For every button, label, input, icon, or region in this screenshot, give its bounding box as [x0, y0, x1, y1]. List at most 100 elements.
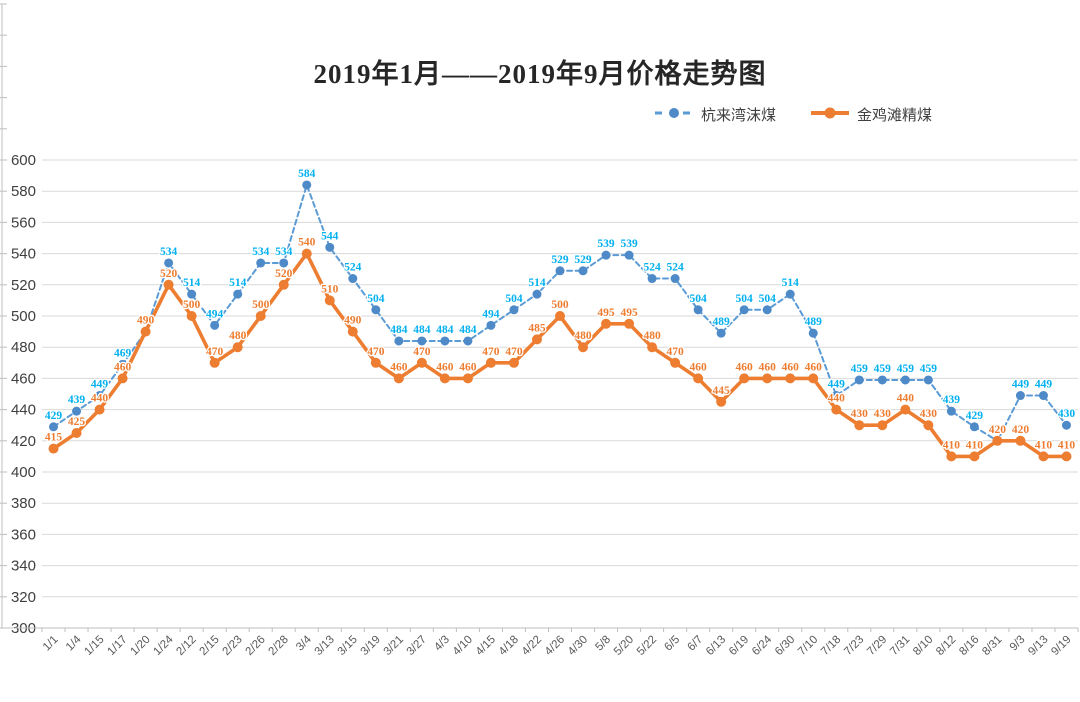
data-point	[808, 328, 818, 338]
data-label: 440	[828, 393, 846, 405]
data-label: 504	[690, 293, 708, 305]
data-label: 484	[436, 324, 454, 336]
x-tick-label: 2/26	[244, 634, 268, 658]
data-point	[1015, 435, 1026, 446]
x-tick-label: 2/15	[197, 634, 221, 658]
data-point	[969, 451, 980, 462]
data-point	[232, 342, 243, 353]
data-point	[164, 258, 174, 268]
data-label: 504	[367, 293, 385, 305]
x-tick-label: 3/4	[294, 633, 314, 653]
data-point	[1015, 391, 1025, 401]
data-point	[325, 242, 335, 252]
data-point	[370, 357, 381, 368]
data-label: 500	[252, 299, 270, 311]
data-point	[209, 357, 220, 368]
data-point	[785, 373, 796, 384]
data-point	[279, 258, 289, 268]
x-tick-label: 4/18	[497, 634, 521, 658]
data-label: 410	[1058, 439, 1076, 451]
data-label: 534	[275, 246, 293, 258]
x-tick-label: 6/30	[773, 634, 797, 658]
data-label: 524	[666, 262, 684, 274]
data-point	[946, 451, 957, 462]
y-tick-label: 500	[11, 308, 36, 325]
data-label: 480	[229, 330, 247, 342]
x-tick-label: 9/19	[1049, 634, 1073, 658]
data-label: 460	[390, 361, 408, 373]
data-label: 449	[828, 379, 846, 391]
x-tick-label: 4/30	[566, 634, 590, 658]
data-point	[900, 375, 910, 385]
data-label: 500	[183, 299, 201, 311]
x-tick-label: 1/24	[151, 633, 176, 658]
gridlines	[42, 159, 1078, 629]
data-label: 460	[114, 361, 132, 373]
data-label: 470	[666, 346, 684, 358]
data-point	[440, 336, 450, 346]
data-point	[462, 373, 473, 384]
data-point	[992, 435, 1003, 446]
data-point	[670, 274, 680, 284]
y-tick-label: 480	[11, 339, 36, 356]
data-label: 459	[920, 363, 938, 375]
data-label: 490	[137, 315, 155, 327]
data-label: 460	[436, 361, 454, 373]
data-point	[324, 295, 335, 306]
chart-legend: 杭来湾沫煤 金鸡滩精煤	[654, 104, 932, 125]
data-label: 449	[91, 379, 109, 391]
data-label: 495	[620, 307, 638, 319]
data-label: 430	[851, 408, 869, 420]
data-label: 484	[459, 324, 477, 336]
data-label: 425	[68, 416, 86, 428]
x-tick-label: 6/7	[685, 634, 705, 654]
data-point	[739, 373, 750, 384]
data-label: 534	[160, 246, 178, 258]
data-label: 514	[528, 277, 546, 289]
data-label: 529	[551, 254, 569, 266]
x-tick-label: 5/22	[635, 634, 659, 658]
data-point	[1038, 391, 1048, 401]
data-point	[1038, 451, 1049, 462]
data-labels-series-2: 415 425 440 460 490 520 500 470 480 500 520 540 510 4…	[44, 235, 1077, 452]
data-label: 540	[298, 237, 316, 249]
data-label: 510	[321, 283, 339, 295]
data-point	[578, 266, 588, 276]
data-label: 504	[505, 293, 523, 305]
x-tick-label: 1/15	[82, 634, 106, 658]
data-point	[416, 357, 427, 368]
data-label: 439	[943, 394, 961, 406]
y-tick-label: 560	[11, 214, 36, 231]
series-1	[49, 180, 1071, 446]
x-tick-label: 6/24	[750, 633, 775, 658]
data-label: 524	[643, 262, 661, 274]
data-label: 495	[597, 307, 615, 319]
y-axis: 600 580 560 540 520 500 480 460 440 420 400 380 360 3…	[0, 3, 36, 637]
x-tick-label: 1/4	[64, 633, 84, 653]
data-point	[854, 375, 864, 385]
x-tick-label: 9/3	[1008, 634, 1028, 654]
data-point	[71, 428, 82, 438]
x-tick-label: 2/28	[267, 634, 291, 658]
data-point	[578, 342, 589, 353]
x-tick-label: 4/26	[543, 634, 567, 658]
data-point	[72, 406, 82, 416]
data-point	[210, 320, 220, 330]
data-label: 470	[482, 346, 500, 358]
data-label: 459	[874, 363, 892, 375]
data-label: 520	[275, 268, 293, 280]
x-tick-label: 4/15	[474, 634, 498, 658]
data-label: 410	[943, 439, 961, 451]
data-label: 459	[851, 363, 869, 375]
data-point	[555, 311, 565, 321]
chart-title: 2019年1月——2019年9月价格走势图	[313, 59, 767, 89]
data-label: 524	[344, 262, 362, 274]
data-point	[670, 357, 681, 368]
data-point	[854, 420, 865, 431]
data-label: 460	[736, 361, 754, 373]
data-point	[647, 342, 658, 353]
data-label: 494	[206, 308, 224, 320]
data-label: 504	[736, 293, 754, 305]
data-point	[808, 373, 819, 384]
